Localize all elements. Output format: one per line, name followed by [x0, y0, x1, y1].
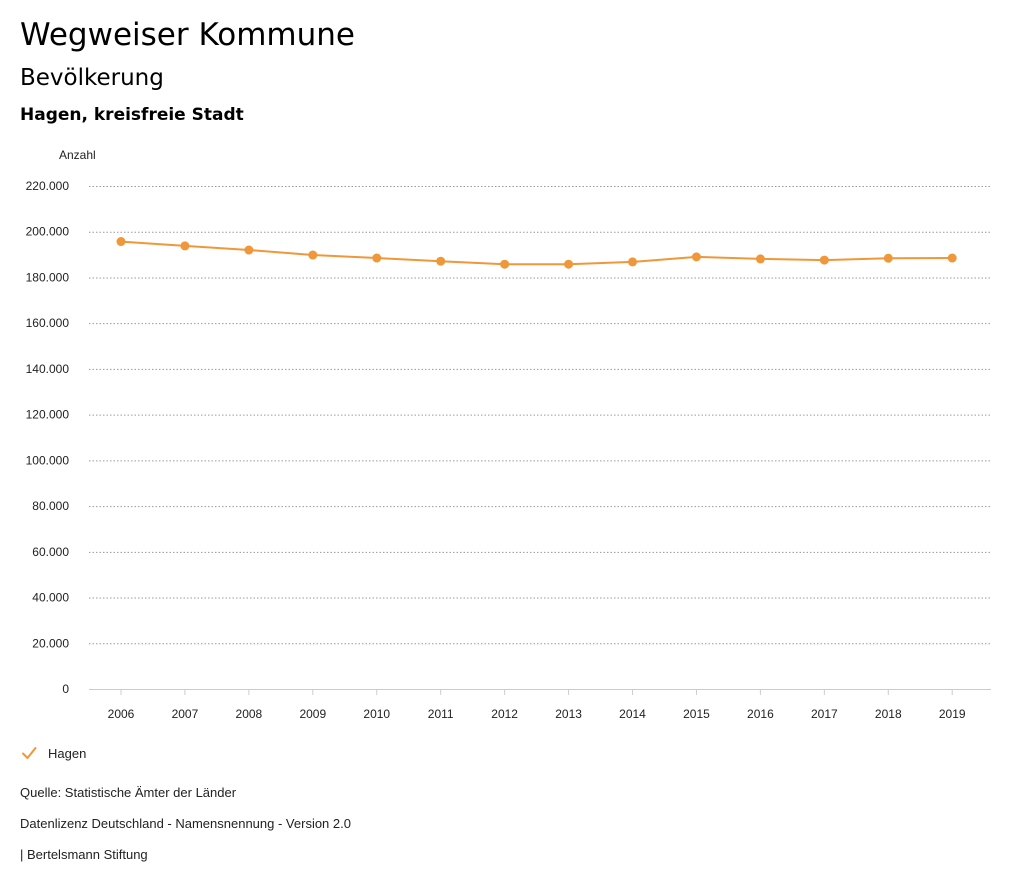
- legend-label: Hagen: [48, 745, 87, 761]
- y-tick-label: 200.000: [26, 225, 70, 239]
- x-tick-label: 2007: [172, 707, 199, 721]
- chart-subtitle: Bevölkerung: [20, 65, 164, 91]
- series-hagen: [116, 237, 957, 269]
- data-point: [628, 257, 638, 267]
- y-tick-label: 220.000: [26, 179, 70, 193]
- y-axis-title: Anzahl: [59, 148, 96, 162]
- series-line: [120, 240, 953, 266]
- data-point: [947, 253, 957, 263]
- y-tick-label: 60.000: [32, 545, 69, 559]
- publisher-text: | Bertelsmann Stiftung: [20, 847, 148, 862]
- data-point: [755, 254, 765, 264]
- page-title: Wegweiser Kommune: [20, 17, 355, 53]
- x-axis: 2006 2007 2008 2009 2010 2011 2012 2013 2014 2015…: [108, 689, 966, 721]
- data-point: [500, 259, 510, 269]
- y-tick-label: 40.000: [32, 591, 69, 605]
- data-point: [116, 237, 126, 247]
- grid-lines: [89, 186, 991, 690]
- data-point: [883, 253, 893, 263]
- x-tick-label: 2016: [747, 707, 774, 721]
- data-point: [180, 241, 190, 251]
- data-point: [244, 245, 254, 255]
- data-point: [691, 252, 701, 262]
- check-icon: [22, 747, 37, 759]
- y-tick-label: 20.000: [32, 636, 69, 650]
- data-point: [819, 255, 829, 265]
- x-tick-label: 2011: [428, 707, 454, 721]
- region-name: Hagen, kreisfreie Stadt: [20, 105, 244, 125]
- data-point: [436, 256, 446, 266]
- x-tick-label: 2017: [811, 707, 838, 721]
- y-tick-label: 160.000: [26, 316, 70, 330]
- x-tick-label: 2015: [683, 707, 710, 721]
- source-text: Quelle: Statistische Ämter der Länder: [20, 785, 237, 800]
- x-tick-label: 2018: [875, 707, 902, 721]
- data-point: [308, 250, 318, 260]
- data-point: [564, 259, 574, 269]
- license-text: Datenlizenz Deutschland - Namensnennung …: [20, 816, 351, 831]
- x-tick-label: 2010: [363, 707, 390, 721]
- y-axis: Anzahl 0 20.000 40.000 60.000 80.000 100.000 12…: [26, 148, 96, 696]
- x-tick-label: 2013: [555, 707, 582, 721]
- x-tick-label: 2019: [939, 707, 966, 721]
- x-tick-label: 2008: [236, 707, 263, 721]
- y-tick-label: 180.000: [26, 270, 70, 284]
- y-tick-label: 0: [62, 682, 69, 696]
- x-tick-label: 2012: [491, 707, 518, 721]
- data-point: [372, 253, 382, 263]
- legend-item-hagen[interactable]: Hagen: [20, 744, 86, 762]
- x-tick-label: 2009: [299, 707, 326, 721]
- y-tick-label: 140.000: [26, 362, 70, 376]
- y-tick-label: 100.000: [26, 453, 70, 467]
- y-tick-label: 80.000: [32, 499, 69, 513]
- x-tick-label: 2006: [108, 707, 135, 721]
- y-tick-label: 120.000: [26, 408, 70, 422]
- x-tick-label: 2014: [619, 707, 646, 721]
- line-chart: Anzahl 0 20.000 40.000 60.000 80.000 100.000 12…: [26, 148, 991, 721]
